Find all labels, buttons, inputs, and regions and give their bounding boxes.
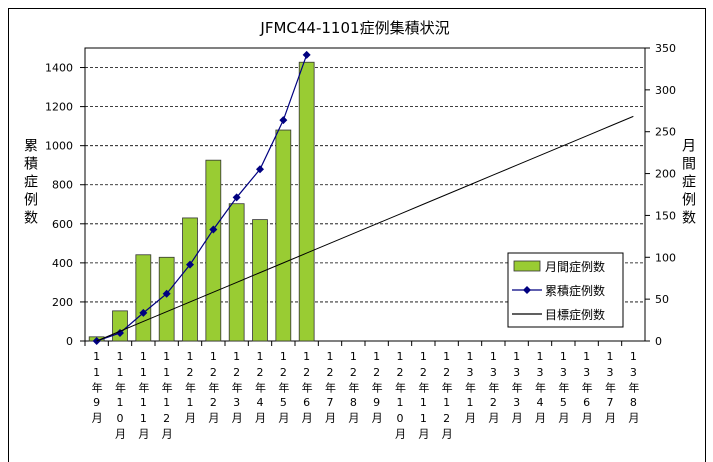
legend-label: 月間症例数: [545, 259, 605, 274]
y2-tick-label: 300: [655, 84, 676, 97]
y-tick-label: 1200: [45, 101, 73, 114]
x-tick-label: 12年11月: [417, 350, 430, 442]
y2-tick-label: 100: [655, 251, 676, 264]
bar: [182, 217, 198, 342]
x-tick-label: 13年3月: [510, 350, 523, 426]
x-tick-label: 11年9月: [90, 350, 103, 426]
x-tick-label: 13年7月: [604, 350, 617, 426]
bar: [205, 159, 222, 342]
x-tick-label: 12年12月: [440, 350, 453, 442]
bar: [298, 61, 315, 342]
bar: [158, 256, 175, 342]
marker: [139, 308, 148, 317]
x-tick-label: 13年8月: [627, 350, 640, 426]
marker: [116, 328, 124, 337]
line: [96, 115, 634, 342]
x-tick-label: 12年8月: [347, 350, 360, 426]
bar: [275, 129, 292, 342]
y2-tick-label: 150: [655, 209, 676, 222]
x-tick-label: 12年3月: [230, 350, 243, 426]
legend-swatch: [513, 260, 541, 272]
marker: [232, 193, 241, 202]
y2-axis-title: 月間症例数: [680, 138, 696, 228]
x-tick-label: 12年2月: [207, 350, 220, 426]
y-tick-label: 1000: [45, 140, 73, 153]
y2-tick-label: 50: [655, 293, 669, 306]
x-tick-label: 12年4月: [254, 350, 267, 426]
y2-tick-label: 350: [655, 42, 676, 55]
x-tick-label: 13年1月: [464, 350, 477, 426]
bar: [228, 203, 245, 342]
legend-marker: [523, 286, 531, 294]
x-tick-label: 13年5月: [557, 350, 570, 426]
line: [96, 54, 308, 342]
x-tick-label: 12年1月: [184, 350, 197, 426]
y2-tick-label: 0: [655, 335, 662, 348]
x-tick-label: 13年2月: [487, 350, 500, 426]
y2-tick-label: 250: [655, 126, 676, 139]
y-tick-label: 600: [52, 218, 73, 231]
x-tick-label: 12年9月: [370, 350, 383, 426]
marker: [162, 289, 171, 298]
marker: [302, 50, 311, 59]
y2-tick-label: 200: [655, 168, 676, 181]
y-tick-label: 800: [52, 179, 73, 192]
y-tick-label: 0: [66, 335, 73, 348]
bar: [135, 254, 152, 342]
x-tick-label: 13年6月: [580, 350, 593, 426]
y-tick-label: 1400: [45, 62, 73, 75]
x-tick-label: 12年6月: [300, 350, 313, 426]
bar: [252, 219, 268, 342]
y-tick-label: 200: [52, 296, 73, 309]
y-tick-label: 400: [52, 257, 73, 270]
legend-label: 目標症例数: [545, 307, 605, 322]
y-axis-title: 累積症例数: [22, 138, 38, 228]
x-tick-label: 12年5月: [277, 350, 290, 426]
chart-border: [8, 8, 706, 462]
x-tick-label: 12年10月: [394, 350, 407, 442]
x-tick-label: 11年11月: [137, 350, 150, 442]
x-tick-label: 11年10月: [114, 350, 127, 442]
x-tick-label: 11年12月: [160, 350, 173, 442]
marker: [256, 165, 264, 174]
marker: [209, 225, 218, 234]
marker: [279, 116, 288, 125]
legend-label: 累積症例数: [545, 283, 605, 298]
marker: [186, 260, 194, 269]
x-tick-label: 12年7月: [324, 350, 337, 426]
x-tick-label: 13年4月: [534, 350, 547, 426]
chart-title: JFMC44-1101症例集積状況: [259, 19, 449, 37]
